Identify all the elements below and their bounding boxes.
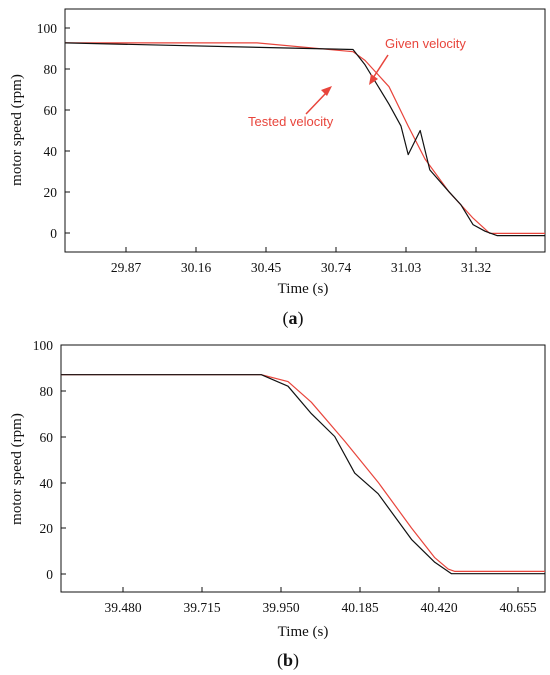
- x-axis-a: 29.87 30.16 30.45 30.74 31.03 31.32: [111, 247, 491, 275]
- x-tick-label: 30.16: [181, 260, 212, 275]
- plot-area-b: [60, 344, 546, 593]
- series-group-b: [61, 374, 545, 575]
- y-axis-b: 0 20 40 60 80 100: [33, 338, 66, 582]
- x-tick-label: 40.420: [420, 600, 457, 615]
- y-axis-label-b: motor speed (rpm): [9, 413, 25, 525]
- annotation-arrow-tested: [305, 86, 332, 115]
- x-axis-label-b: Time (s): [278, 624, 329, 640]
- x-tick-label: 39.480: [104, 600, 141, 615]
- plot-area-a: [64, 8, 546, 253]
- chart-b: 0 20 40 60 80 100 39.480 39.715 39.950 4…: [9, 338, 546, 671]
- y-tick-label: 80: [40, 384, 54, 399]
- x-tick-label: 39.950: [262, 600, 299, 615]
- x-tick-label: 39.715: [183, 600, 220, 615]
- x-tick-label: 30.45: [251, 260, 282, 275]
- y-axis-label-a: motor speed (rpm): [9, 74, 25, 186]
- x-axis-label-a: Time (s): [278, 281, 329, 297]
- x-tick-label: 31.03: [391, 260, 422, 275]
- y-tick-label: 20: [44, 185, 58, 200]
- annotation-given-velocity: Given velocity: [385, 36, 466, 51]
- x-axis-b: 39.480 39.715 39.950 40.185 40.420 40.65…: [104, 587, 537, 615]
- annotation-tested-velocity: Tested velocity: [248, 114, 334, 129]
- x-tick-label: 31.32: [461, 260, 491, 275]
- y-tick-label: 0: [50, 226, 57, 241]
- caption-b: (b): [277, 650, 299, 671]
- tested-velocity-line-a: [64, 42, 545, 237]
- x-tick-label: 40.185: [341, 600, 378, 615]
- y-tick-label: 100: [37, 21, 58, 36]
- x-tick-label: 40.655: [499, 600, 536, 615]
- x-tick-label: 30.74: [321, 260, 352, 275]
- annotation-arrow-given: [369, 54, 389, 85]
- y-tick-label: 0: [46, 567, 53, 582]
- given-velocity-line-b: [61, 374, 545, 573]
- tested-velocity-line-b: [61, 374, 545, 575]
- y-tick-label: 100: [33, 338, 54, 353]
- caption-a: (a): [283, 308, 304, 329]
- y-axis-a: 0 20 40 60 80 100: [37, 21, 70, 241]
- y-tick-label: 20: [40, 521, 54, 536]
- y-tick-label: 40: [40, 476, 54, 491]
- y-tick-label: 60: [44, 103, 58, 118]
- x-tick-label: 29.87: [111, 260, 142, 275]
- y-tick-label: 80: [44, 62, 58, 77]
- y-tick-label: 40: [44, 144, 58, 159]
- y-tick-label: 60: [40, 430, 54, 445]
- chart-a: 0 20 40 60 80 100 29.87 30.16 30.45 30.7…: [9, 8, 546, 329]
- series-group-a: [64, 42, 545, 237]
